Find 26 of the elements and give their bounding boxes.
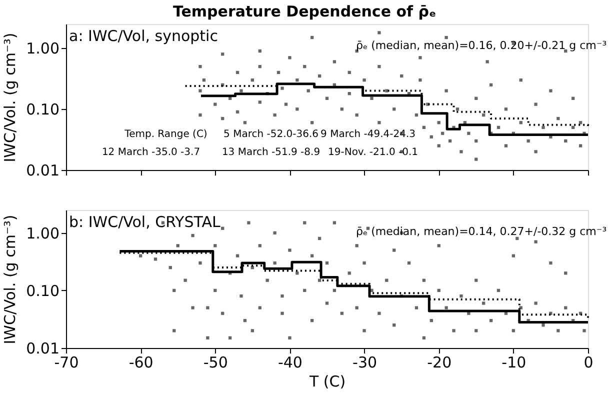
annotation: 9 March -49.4-24.3	[320, 129, 416, 140]
y-axis-title: IWC/Vol. (g cm⁻³)	[1, 32, 20, 162]
x-tick-label: -60	[128, 354, 154, 372]
y-tick-label: 0.10	[26, 282, 60, 300]
y-tick-label: 1.00	[26, 40, 60, 58]
annotation: a: IWC/Vol, synoptic	[69, 27, 218, 45]
y-axis-title: IWC/Vol. (g cm⁻³)	[1, 214, 20, 344]
y-tick-label: 1.00	[26, 224, 60, 242]
annotation: 13 March -51.9 -8.9	[222, 147, 320, 158]
annotation: Temp. Range (C)	[124, 129, 208, 140]
x-axis-title: T (C)	[308, 372, 346, 390]
annotation: 12 March -35.0 -3.7	[102, 147, 200, 158]
x-tick-label: -10	[502, 354, 526, 372]
y-tick-label: 0.10	[26, 100, 60, 119]
x-tick-label: -50	[203, 354, 228, 372]
annotation: ρ̄ₑ (median, mean)=0.14, 0.27+/-0.32 g cm⁻³	[356, 225, 607, 238]
annotation: 5 March -52.0-36.6	[224, 129, 318, 140]
chart-title: Temperature Dependence of ρ̄ₑ	[173, 2, 436, 20]
x-tick-label: 0	[584, 354, 594, 372]
annotation: ρ̄ₑ (median, mean)=0.16, 0.20+/-0.21 g cm⁻³	[356, 39, 607, 52]
annotation: b: IWC/Vol, CRYSTAL	[69, 213, 221, 231]
x-tick-label: -20	[427, 354, 452, 372]
annotation: 19-Nov. -21.0 -0.1	[328, 147, 418, 158]
y-tick-label: 0.01	[26, 162, 60, 180]
x-tick-label: -30	[352, 354, 378, 372]
x-tick-label: -40	[278, 354, 302, 372]
